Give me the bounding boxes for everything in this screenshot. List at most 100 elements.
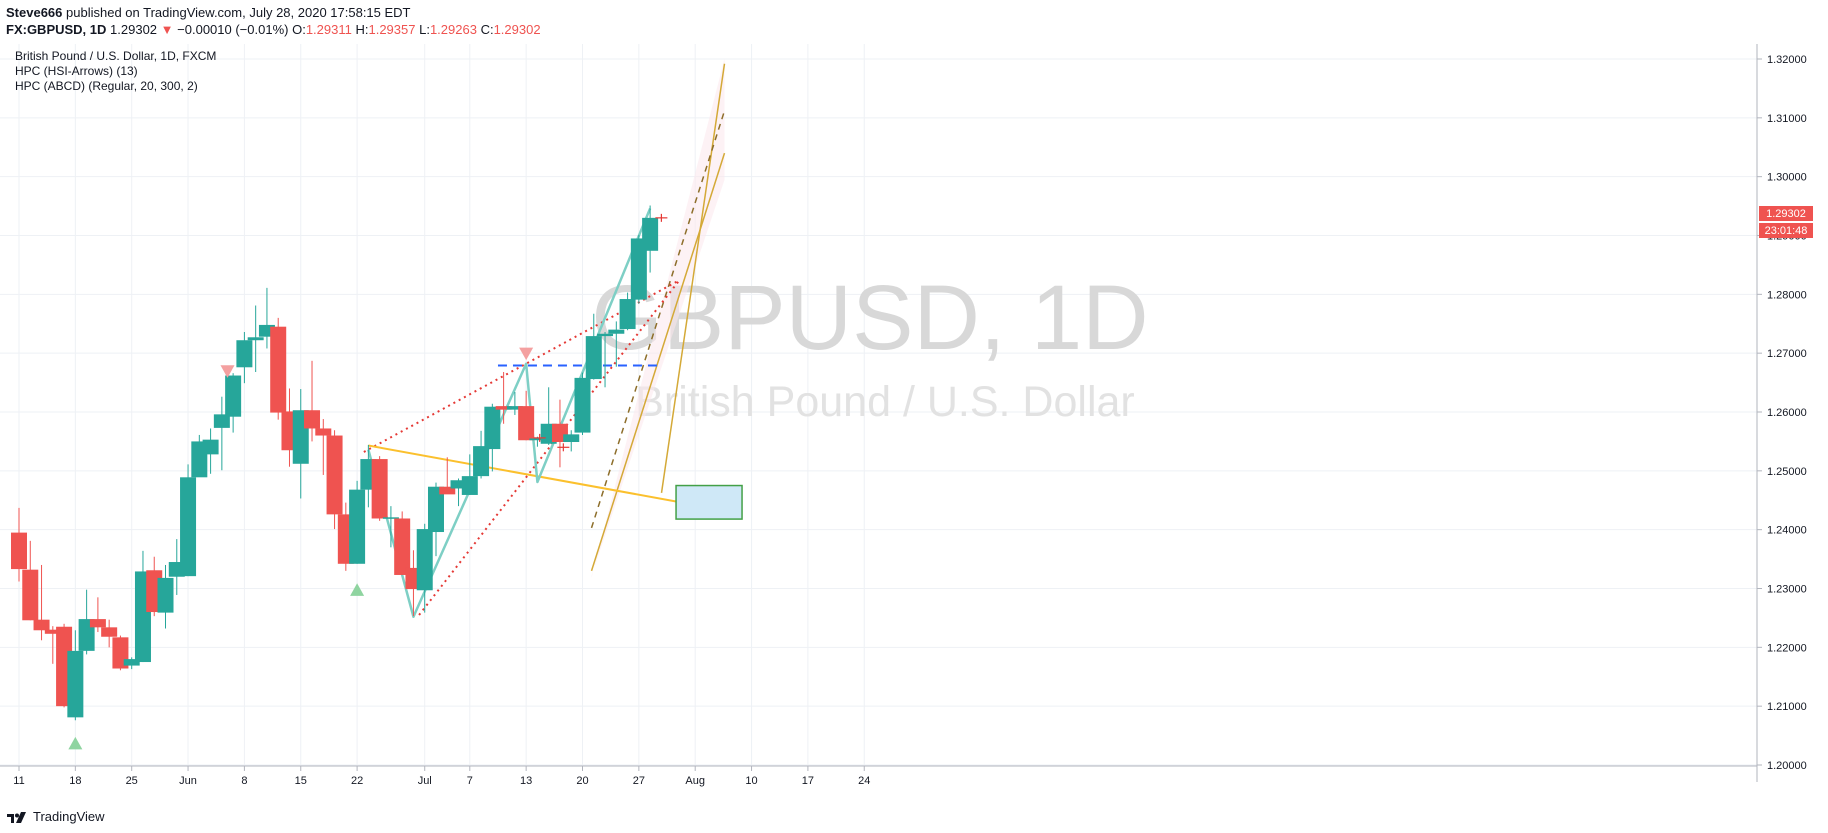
candle-body — [247, 337, 264, 341]
candle-body — [33, 619, 50, 631]
candle-body — [67, 650, 84, 718]
candle — [495, 371, 512, 424]
candle-body — [44, 629, 61, 634]
candle-body — [495, 406, 512, 410]
candle — [157, 564, 174, 629]
tradingview-icon — [7, 811, 26, 823]
candle — [518, 390, 535, 441]
channel-lower-line — [590, 152, 726, 572]
time-tick-label: Aug — [685, 775, 705, 787]
price-tick-label: 1.26000 — [1767, 407, 1807, 419]
candle-body — [597, 333, 614, 337]
candle-body — [225, 375, 242, 417]
candle — [22, 540, 39, 621]
price-tick-label: 1.31000 — [1767, 113, 1807, 125]
candle — [473, 430, 490, 479]
candle — [67, 630, 84, 721]
time-tick-label: 25 — [126, 775, 138, 787]
candle — [574, 372, 591, 435]
candle-body — [371, 459, 388, 519]
close-value: 1.29302 — [493, 22, 541, 37]
legend-hsi-arrows[interactable]: HPC (HSI-Arrows) (13) — [15, 64, 138, 78]
time-tick-label: 24 — [858, 775, 870, 787]
price-badge: 1.29302 23:01:48 — [1759, 206, 1813, 238]
dotted-support-line — [418, 279, 681, 616]
candle-body — [619, 299, 636, 330]
tradingview-logo[interactable]: TradingView — [6, 809, 105, 824]
low-label: L: — [419, 22, 430, 37]
open-value: 1.29311 — [305, 22, 352, 37]
publish-info: Steve666 published on TradingView.com, J… — [6, 5, 411, 20]
candle-body — [484, 406, 501, 450]
channel-mid-line — [590, 110, 726, 529]
price-tick-label: 1.27000 — [1767, 348, 1807, 360]
price-tick-label: 1.28000 — [1767, 289, 1807, 301]
candle-body — [22, 569, 39, 621]
chart-area[interactable]: GBPUSD, 1D British Pound / U.S. Dollar B… — [0, 44, 1828, 803]
candle-body — [518, 406, 535, 441]
candle — [258, 287, 275, 349]
candle-body — [202, 439, 219, 455]
time-tick-label: 11 — [13, 775, 24, 787]
time-tick-label: 10 — [745, 775, 757, 787]
bar-countdown: 23:01:48 — [1765, 225, 1808, 237]
candle-body — [461, 476, 478, 495]
candle — [11, 507, 27, 582]
channel-upper-line — [660, 63, 726, 494]
quote-line: FX:GBPUSD, 1D 1.29302 ▼ −0.00010 (−0.01%… — [6, 22, 541, 37]
candle — [213, 396, 230, 471]
legend-main-series[interactable]: British Pound / U.S. Dollar, 1D, FXCM — [15, 49, 216, 63]
brand-name: TradingView — [33, 809, 105, 824]
candle-body — [608, 329, 625, 334]
candle — [225, 373, 242, 433]
candle — [394, 511, 411, 575]
candle-body — [315, 428, 332, 436]
published-text: published on TradingView.com, July 28, 2… — [66, 5, 411, 20]
price-change: −0.00010 (−0.01%) — [177, 22, 289, 37]
candle-body — [642, 217, 659, 251]
pattern-markers — [68, 213, 668, 750]
legend-abcd[interactable]: HPC (ABCD) (Regular, 20, 300, 2) — [15, 79, 198, 93]
candle-body — [585, 336, 602, 380]
watermark-name: British Pound / U.S. Dollar — [635, 378, 1134, 426]
candle-body — [180, 477, 197, 577]
channel-fill — [591, 58, 725, 578]
low-value: 1.29263 — [429, 22, 477, 37]
candle — [630, 234, 647, 304]
candle-body — [270, 326, 287, 413]
time-tick-label: 8 — [241, 775, 247, 787]
time-tick-label: 27 — [633, 775, 645, 787]
price-tick-label: 1.21000 — [1767, 701, 1807, 713]
publisher-name[interactable]: Steve666 — [6, 5, 63, 20]
candle — [608, 321, 625, 367]
candles[interactable] — [11, 205, 659, 721]
time-tick-label: Jun — [179, 775, 197, 787]
watermark: GBPUSD, 1D British Pound / U.S. Dollar — [591, 267, 1148, 426]
time-axis[interactable]: 11 18 25 Jun 8 15 22 Jul 7 13 20 27 Aug 10 17 24 — [13, 766, 870, 787]
price-tick-label: 1.25000 — [1767, 466, 1807, 478]
price-tick-label: 1.23000 — [1767, 584, 1807, 596]
price-axis[interactable]: 1.20000 1.21000 1.22000 1.23000 1.24000 1.250… — [1757, 54, 1807, 772]
legend: British Pound / U.S. Dollar, 1D, FXCM HP… — [15, 49, 216, 93]
close-label: C: — [480, 22, 494, 37]
symbol-interval: FX:GBPUSD, 1D — [6, 22, 107, 37]
price-tick-label: 1.20000 — [1767, 760, 1807, 772]
footer: TradingView — [0, 803, 1828, 833]
price-chart[interactable]: GBPUSD, 1D British Pound / U.S. Dollar B… — [0, 44, 1828, 803]
time-tick-label: 18 — [69, 775, 81, 787]
candle — [597, 331, 614, 388]
candle-body — [473, 446, 490, 477]
open-label: O: — [292, 22, 306, 37]
candle — [642, 205, 659, 273]
last-price-label: 1.29302 — [1766, 208, 1806, 220]
price-tick-label: 1.22000 — [1767, 642, 1807, 654]
candle — [180, 464, 197, 577]
last-price: 1.29302 — [110, 22, 158, 37]
time-tick-label: 17 — [802, 775, 814, 787]
candle-body — [213, 414, 230, 428]
candle — [349, 480, 366, 564]
candle — [236, 331, 253, 384]
candle-body — [236, 340, 253, 368]
candle — [33, 564, 50, 641]
candle — [506, 391, 523, 415]
